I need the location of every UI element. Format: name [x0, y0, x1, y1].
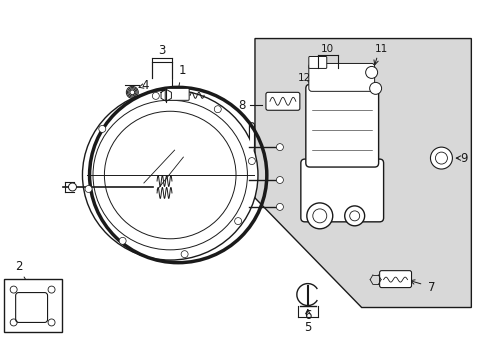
Circle shape: [48, 286, 55, 293]
FancyBboxPatch shape: [4, 279, 61, 332]
Circle shape: [119, 237, 126, 244]
Text: 3: 3: [158, 44, 165, 57]
Text: 5: 5: [304, 321, 311, 334]
Circle shape: [152, 93, 159, 99]
FancyBboxPatch shape: [300, 159, 383, 222]
FancyBboxPatch shape: [165, 88, 189, 100]
Ellipse shape: [82, 90, 258, 260]
Circle shape: [369, 82, 381, 94]
FancyBboxPatch shape: [305, 84, 378, 167]
Circle shape: [435, 152, 447, 164]
Circle shape: [344, 206, 364, 226]
Text: 2: 2: [15, 260, 22, 273]
Text: 11: 11: [374, 44, 387, 54]
Text: 8: 8: [238, 99, 245, 112]
Text: 6: 6: [304, 309, 311, 322]
Circle shape: [234, 218, 241, 225]
Circle shape: [214, 106, 221, 113]
FancyBboxPatch shape: [265, 92, 299, 110]
Circle shape: [10, 286, 17, 293]
Text: 10: 10: [321, 44, 334, 54]
Text: 1: 1: [178, 63, 185, 77]
Circle shape: [312, 209, 326, 223]
Circle shape: [85, 185, 92, 193]
FancyBboxPatch shape: [379, 271, 411, 288]
Circle shape: [429, 147, 451, 169]
Text: 12: 12: [298, 73, 311, 84]
Circle shape: [306, 203, 332, 229]
Text: 7: 7: [427, 281, 434, 294]
Circle shape: [181, 251, 188, 258]
Circle shape: [276, 203, 283, 210]
Circle shape: [365, 67, 377, 78]
Circle shape: [276, 144, 283, 150]
Circle shape: [68, 183, 76, 191]
Circle shape: [10, 319, 17, 326]
Circle shape: [349, 211, 359, 221]
Circle shape: [276, 176, 283, 184]
Polygon shape: [254, 39, 470, 307]
Text: 4: 4: [141, 79, 149, 92]
Circle shape: [48, 319, 55, 326]
Text: 9: 9: [460, 152, 467, 165]
Circle shape: [99, 125, 105, 132]
FancyBboxPatch shape: [308, 57, 326, 68]
Circle shape: [248, 158, 255, 165]
FancyBboxPatch shape: [308, 63, 374, 91]
